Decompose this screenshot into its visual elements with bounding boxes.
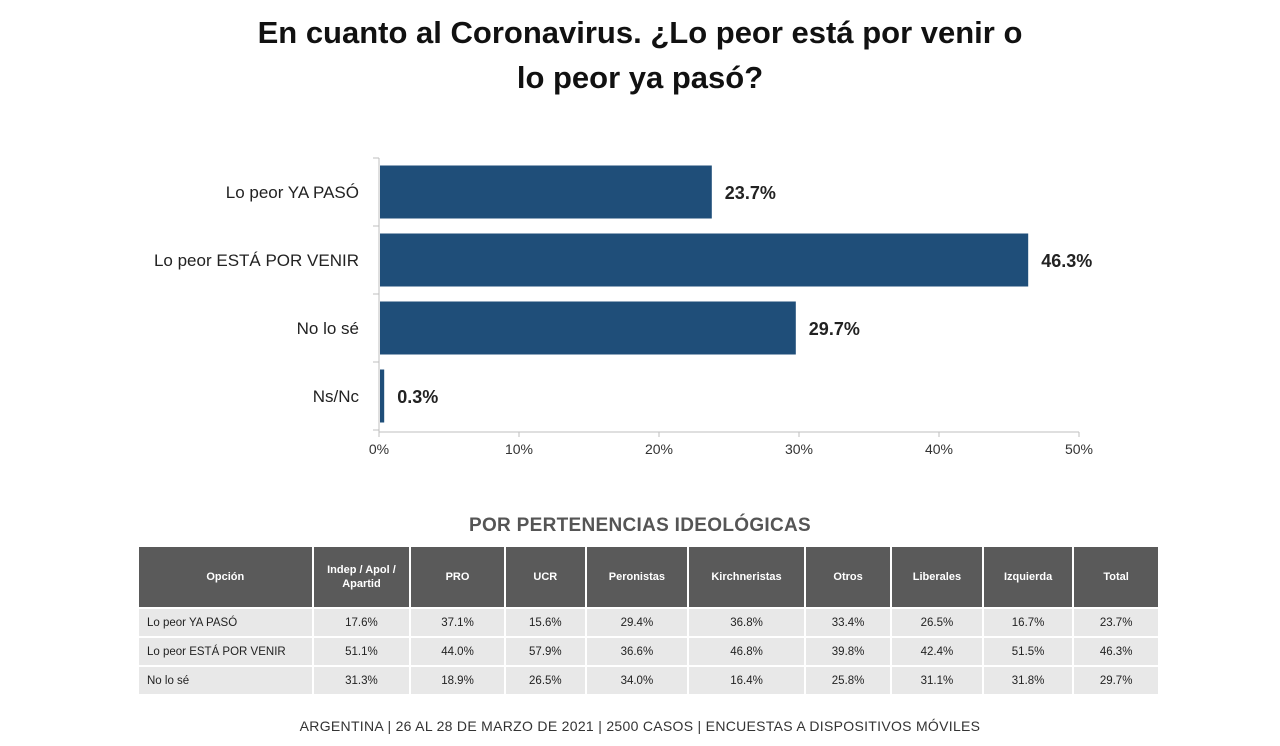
x-tick-label: 0% <box>369 441 389 457</box>
table-cell: 37.1% <box>411 609 504 636</box>
bar <box>380 165 712 219</box>
x-tick-label: 10% <box>505 441 533 457</box>
category-label: No lo sé <box>297 319 359 338</box>
table-cell: 25.8% <box>806 667 890 694</box>
table-cell: 36.6% <box>586 638 687 665</box>
table-cell: 46.3% <box>1074 638 1158 665</box>
table-cell: 39.8% <box>806 638 890 665</box>
table-header-cell: UCR <box>505 547 585 607</box>
table-cell: 51.5% <box>983 638 1073 665</box>
table-cell: 33.4% <box>806 609 890 636</box>
bar <box>380 369 385 423</box>
table-row-label: No lo sé <box>139 667 312 694</box>
table-cell: 36.8% <box>688 609 805 636</box>
table-cell: 51.1% <box>313 638 410 665</box>
category-label: Lo peor YA PASÓ <box>226 183 359 202</box>
chart-title-line-1: En cuanto al Coronavirus. ¿Lo peor está … <box>257 15 1023 50</box>
table-row-label: Lo peor YA PASÓ <box>139 609 312 636</box>
table-body: Lo peor YA PASÓ 17.6% 37.1% 15.6% 29.4% 36.8%… <box>139 609 1158 694</box>
bar-chart: 0% 10% 20% 30% 40% 50% Lo peor YA PASÓ 23.7% Lo … <box>154 157 1093 457</box>
table-cell: 31.8% <box>983 667 1073 694</box>
table-header-cell: PRO <box>411 547 504 607</box>
table-cell: 16.4% <box>688 667 805 694</box>
category-label: Lo peor ESTÁ POR VENIR <box>154 251 359 270</box>
table-row-label: Lo peor ESTÁ POR VENIR <box>139 638 312 665</box>
table-cell: 29.4% <box>586 609 687 636</box>
table-row: Lo peor YA PASÓ 17.6% 37.1% 15.6% 29.4% 36.8%… <box>139 609 1158 636</box>
table-cell: 57.9% <box>505 638 585 665</box>
table-cell: 42.4% <box>891 638 982 665</box>
x-tick-label: 20% <box>645 441 673 457</box>
table-cell: 44.0% <box>411 638 504 665</box>
table-cell: 46.8% <box>688 638 805 665</box>
table-cell: 34.0% <box>586 667 687 694</box>
chart-title-line-2: lo peor ya pasó? <box>516 60 764 95</box>
table-header-cell: Indep / Apol / Apartid <box>313 547 410 607</box>
table-header-cell: Otros <box>806 547 890 607</box>
footer-note: ARGENTINA | 26 AL 28 DE MARZO DE 2021 | … <box>299 718 981 734</box>
table-header-cell: Liberales <box>891 547 982 607</box>
table-header-cell: Opción <box>139 547 312 607</box>
table-cell: 31.3% <box>313 667 410 694</box>
table-cell: 15.6% <box>505 609 585 636</box>
x-tick-label: 40% <box>925 441 953 457</box>
data-label: 29.7% <box>809 319 860 339</box>
data-label: 0.3% <box>397 387 438 407</box>
table-header-cell: Total <box>1074 547 1158 607</box>
x-tick-label: 50% <box>1065 441 1093 457</box>
table-row: No lo sé 31.3% 18.9% 26.5% 34.0% 16.4% 25.8% 31… <box>139 667 1158 694</box>
table-cell: 17.6% <box>313 609 410 636</box>
category-label: Ns/Nc <box>313 387 360 406</box>
x-tick-label: 30% <box>785 441 813 457</box>
table-header-row: Opción Indep / Apol / Apartid PRO UCR Peroni… <box>139 547 1158 607</box>
table-subtitle: POR PERTENENCIAS IDEOLÓGICAS <box>469 515 811 536</box>
data-label: 46.3% <box>1041 251 1092 271</box>
table-cell: 18.9% <box>411 667 504 694</box>
table-row: Lo peor ESTÁ POR VENIR 51.1% 44.0% 57.9% 36.… <box>139 638 1158 665</box>
table-header-cell: Kirchneristas <box>688 547 805 607</box>
bar <box>380 301 796 355</box>
table-cell: 26.5% <box>505 667 585 694</box>
chart-title: En cuanto al Coronavirus. ¿Lo peor está … <box>140 10 1140 100</box>
ideology-table: Opción Indep / Apol / Apartid PRO UCR Peroni… <box>137 545 1160 696</box>
table-cell: 16.7% <box>983 609 1073 636</box>
table-cell: 26.5% <box>891 609 982 636</box>
table-header-cell: Peronistas <box>586 547 687 607</box>
table-cell: 29.7% <box>1074 667 1158 694</box>
bar <box>380 233 1029 287</box>
table-cell: 31.1% <box>891 667 982 694</box>
data-label: 23.7% <box>725 183 776 203</box>
table-header-cell: Izquierda <box>983 547 1073 607</box>
table-cell: 23.7% <box>1074 609 1158 636</box>
